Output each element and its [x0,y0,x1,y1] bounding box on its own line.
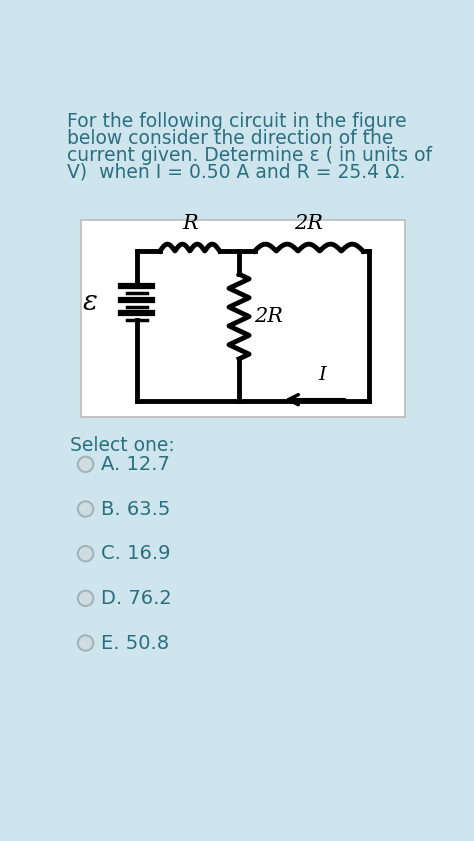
Text: V)  when I = 0.50 A and R = 25.4 Ω.: V) when I = 0.50 A and R = 25.4 Ω. [67,162,405,182]
Bar [81,220,405,416]
Text: E. 50.8: E. 50.8 [101,633,169,653]
Text: Select one:: Select one: [70,436,175,455]
Circle shape [78,501,93,516]
Text: 2R: 2R [294,214,323,233]
Circle shape [78,546,93,562]
Text: below consider the direction of the: below consider the direction of the [67,129,393,148]
Text: current given. Determine ε ( in units of: current given. Determine ε ( in units of [67,145,432,165]
Text: ε: ε [83,289,98,316]
Text: C. 16.9: C. 16.9 [101,544,171,563]
Text: R: R [182,214,198,233]
Text: 2R: 2R [255,307,283,326]
Circle shape [78,457,93,472]
Text: B. 63.5: B. 63.5 [101,500,171,519]
Text: For the following circuit in the figure: For the following circuit in the figure [67,112,407,130]
Text: D. 76.2: D. 76.2 [101,589,172,608]
Text: I: I [319,367,326,384]
Circle shape [78,635,93,651]
Text: A. 12.7: A. 12.7 [101,455,170,473]
Circle shape [78,590,93,606]
